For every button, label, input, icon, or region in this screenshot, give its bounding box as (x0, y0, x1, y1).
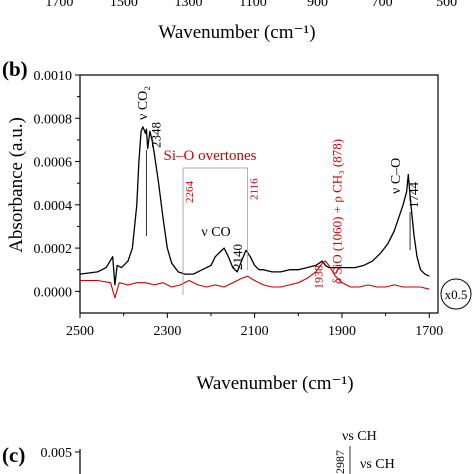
panel-a-x-tick-label: 500 (436, 0, 457, 10)
co2-label: ν CO₂ (136, 86, 151, 120)
panel-a-x-tick-label: 1500 (110, 0, 138, 10)
co-label: ν CO (201, 225, 230, 240)
panel-a-x-tick-label: 700 (372, 0, 393, 10)
panel-b-plot-frame (79, 74, 439, 314)
panel-b: (b) Absorbance (a.u.) 2500 2300 2100 1900 17… (2, 57, 472, 394)
panel-c-y-tick-label: 0.005 (41, 446, 73, 461)
panel-b-axes: 2500 2300 2100 1900 1700 0.0000 0.0002 0.0004 0.… (34, 69, 444, 339)
c-o-label: ν C–O (389, 158, 404, 194)
sio-2116-label: 2116 (249, 178, 261, 200)
panel-a-x-tick-label: 1700 (45, 0, 73, 10)
panel-a-x-axis-title: Wavenumber (cm⁻¹) (158, 22, 315, 43)
c-o-peak-label: 1744 (406, 182, 421, 209)
panel-b-y-tick-label: 0.0010 (34, 69, 73, 84)
panel-a: 1700 1500 1300 1100 900 700 500 Wavenumber (cm… (45, 0, 457, 43)
panel-b-x-tick-label: 2100 (241, 324, 269, 339)
panel-b-x-tick-label: 2300 (153, 324, 181, 339)
panel-c-ch-label-1: νs CH (342, 429, 377, 444)
sio-overtones-bracket (182, 167, 249, 295)
panel-b-y-axis-title: Absorbance (a.u.) (6, 117, 27, 253)
co2-peak-label: 2348 (148, 122, 163, 148)
panel-a-x-tick-label: 1100 (239, 0, 266, 10)
panel-b-x-tick-label: 1900 (328, 324, 356, 339)
scale-factor-label: x0.5 (445, 287, 468, 302)
sio-rocking-label: δ SiO (1060) + ρ CH₃ (878) (329, 139, 344, 284)
panel-c-peak-label: 2987 (333, 450, 347, 474)
panel-b-x-axis-title: Wavenumber (cm⁻¹) (196, 373, 353, 394)
panel-c-label: (c) (2, 443, 25, 467)
sio-2264-label: 2264 (184, 181, 196, 204)
panel-b-x-tick-label: 1700 (415, 324, 443, 339)
co-peak-label: 2140 (230, 244, 245, 270)
panel-c: (c) 0.005 2987 νs CH νs CH (2, 429, 395, 474)
panel-a-x-tick-labels: 1700 1500 1300 1100 900 700 500 (45, 0, 457, 10)
panel-b-label: (b) (2, 57, 28, 81)
series-line-red (80, 260, 430, 299)
panel-b-y-tick-label: 0.0000 (34, 285, 73, 300)
panel-a-x-tick-label: 1300 (174, 0, 202, 10)
panel-b-x-tick-label: 2500 (66, 324, 94, 339)
panel-c-ch-label-2: νs CH (360, 457, 395, 472)
series-line-black (79, 126, 430, 286)
scale-factor-circle (440, 278, 472, 310)
panel-a-x-tick-label: 900 (307, 0, 328, 10)
panel-b-y-tick-label: 0.0002 (34, 242, 73, 257)
panel-b-series (79, 126, 430, 299)
panel-c-axes: 0.005 2987 νs CH νs CH (41, 429, 395, 474)
sio-overtones-label: Si–O overtones (164, 148, 257, 164)
panel-b-y-tick-label: 0.0004 (34, 199, 73, 214)
peak-1938-label: 1938 (311, 265, 325, 289)
panel-b-y-tick-label: 0.0006 (34, 156, 73, 171)
panel-b-y-tick-label: 0.0008 (34, 112, 73, 127)
